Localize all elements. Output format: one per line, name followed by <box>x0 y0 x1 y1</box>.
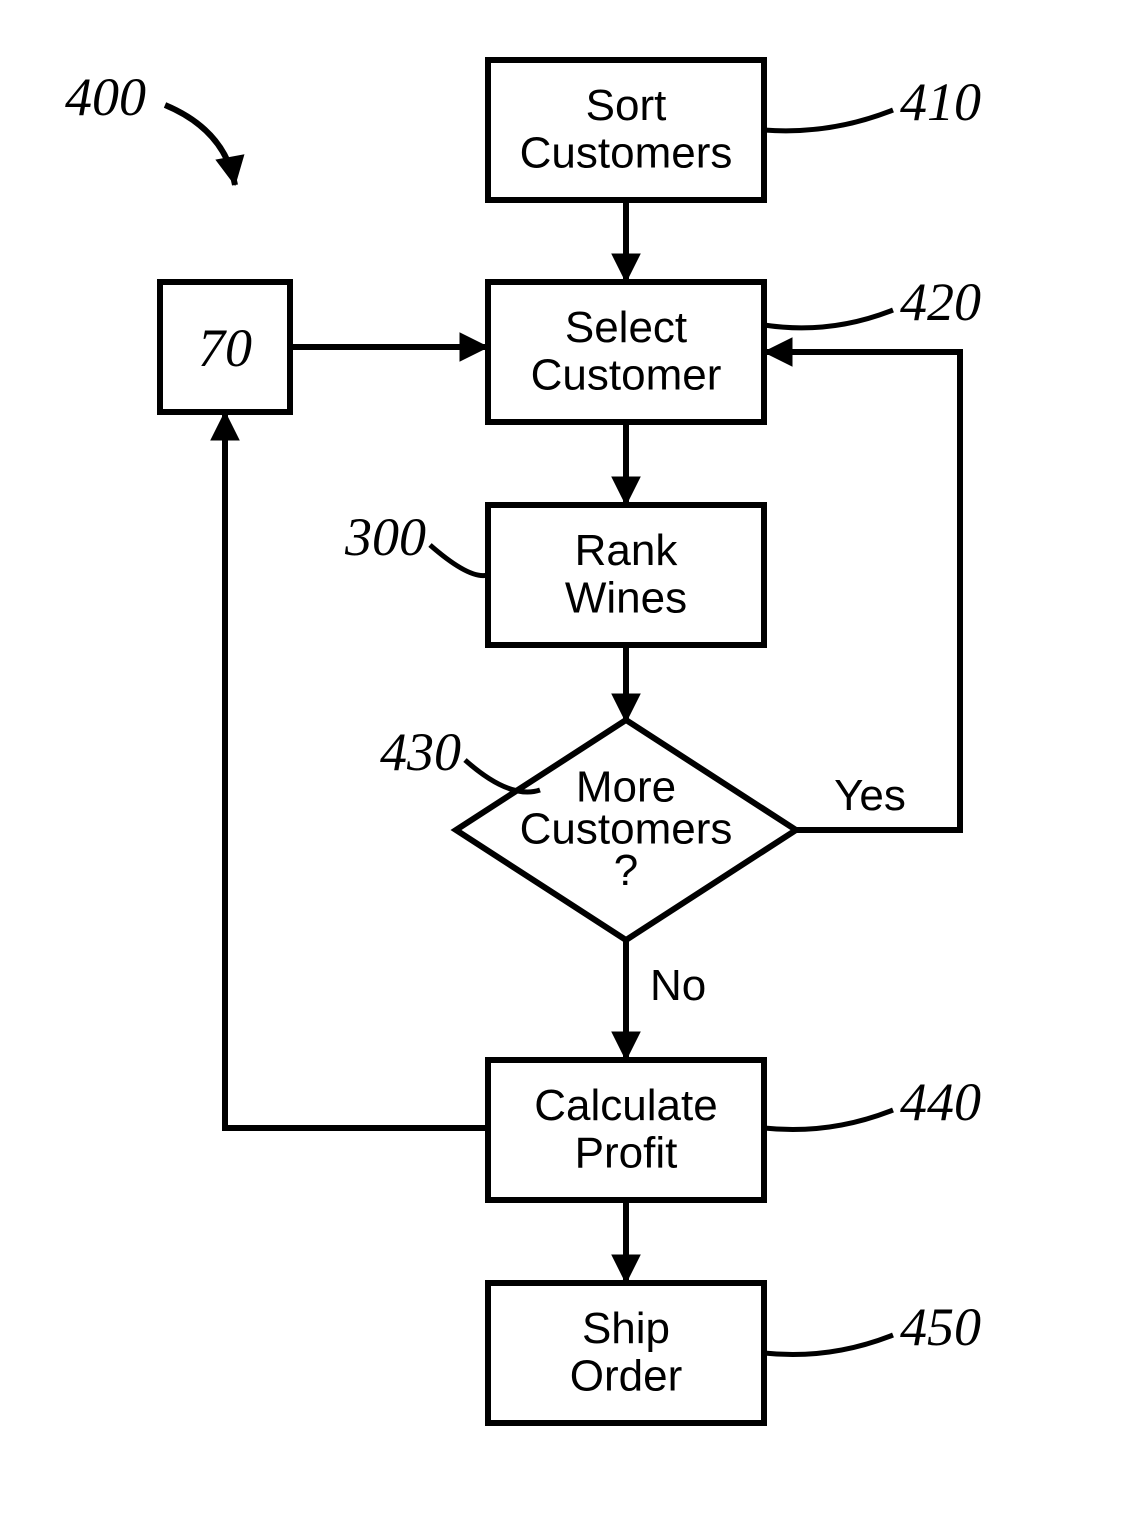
edge-label-no: No <box>650 961 706 1010</box>
ref-400-leader <box>165 105 235 185</box>
edge-n430-n440-head <box>612 1032 640 1060</box>
edge-n440-n450-head <box>612 1255 640 1283</box>
node-n70-label-0: 70 <box>198 318 252 378</box>
ref-430: 430 <box>380 722 461 782</box>
node-n300-label-0: Rank <box>575 526 679 575</box>
ref-440-leader <box>764 1110 893 1130</box>
node-n420-label-1: Customer <box>531 350 722 399</box>
ref-410: 410 <box>900 72 981 132</box>
ref-400: 400 <box>65 67 146 127</box>
node-n410-label-1: Customers <box>520 128 733 177</box>
ref-400-leader-head <box>216 155 244 185</box>
node-n450-label-0: Ship <box>582 1304 670 1353</box>
flowchart-canvas: Yes No 400 SortCustomers SelectCustomer 70 Ran… <box>0 0 1141 1532</box>
ref-440: 440 <box>900 1072 981 1132</box>
ref-300-leader <box>430 545 488 576</box>
ref-410-leader <box>764 110 893 131</box>
node-n440-label-0: Calculate <box>534 1081 717 1130</box>
node-n430-label-2: ? <box>614 846 638 895</box>
edge-n410-n420-head <box>612 254 640 282</box>
ref-420-leader <box>764 310 893 328</box>
node-n410-label-0: Sort <box>586 81 667 130</box>
node-n440-label-1: Profit <box>575 1128 678 1177</box>
edge-label-yes: Yes <box>834 771 906 820</box>
edge-n430-n420-head <box>764 338 792 366</box>
ref-450-leader <box>764 1335 893 1355</box>
ref-300: 300 <box>344 507 426 567</box>
edge-n420-n300-head <box>612 477 640 505</box>
edge-n430-n420 <box>764 352 960 830</box>
ref-450: 450 <box>900 1297 981 1357</box>
node-n420-label-0: Select <box>565 303 687 352</box>
ref-420: 420 <box>900 272 981 332</box>
edge-n70-n420-head <box>460 333 488 361</box>
edge-n440-n70-head <box>211 412 239 440</box>
node-n300-label-1: Wines <box>565 573 687 622</box>
node-n450-label-1: Order <box>570 1351 682 1400</box>
